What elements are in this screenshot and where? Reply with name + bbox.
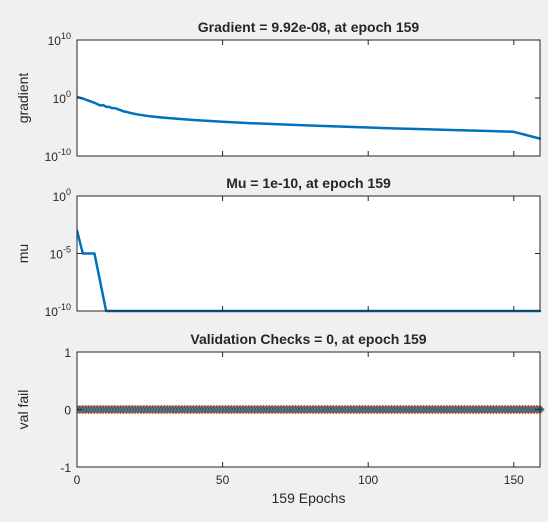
y-tick-base: -1 [60, 461, 71, 475]
plot-area [77, 196, 540, 311]
y-tick-base: 10 [45, 305, 59, 319]
y-axis-label: val fail [15, 390, 31, 430]
y-tick-base: 1 [64, 346, 71, 360]
data-layer [77, 95, 542, 140]
x-tick-label: 50 [216, 473, 230, 487]
panel-title: Mu = 1e-10, at epoch 159 [226, 175, 391, 191]
y-tick-exponent: -5 [63, 245, 71, 255]
y-tick-label: -1 [60, 461, 71, 475]
x-tick-label: 100 [358, 473, 378, 487]
x-axis-label: 159 Epochs [272, 490, 346, 506]
y-tick-base: 10 [53, 190, 67, 204]
y-tick-exponent: -10 [58, 147, 71, 157]
x-tick-label: 0 [74, 473, 81, 487]
y-tick-base: 10 [45, 150, 59, 164]
panel-title: Validation Checks = 0, at epoch 159 [190, 331, 426, 347]
y-tick-base: 10 [50, 248, 64, 262]
y-tick-base: 10 [53, 92, 67, 106]
y-tick-label: 1010 [48, 31, 71, 48]
data-layer [77, 404, 545, 415]
y-tick-exponent: 0 [66, 187, 71, 197]
y-tick-label: 10-5 [50, 245, 71, 262]
x-tick-label: 150 [504, 473, 524, 487]
y-tick-label: 100 [53, 187, 71, 204]
y-axis-label: gradient [15, 73, 31, 124]
y-tick-exponent: 10 [61, 31, 71, 41]
y-tick-label: 10-10 [45, 302, 71, 319]
panel-title: Gradient = 9.92e-08, at epoch 159 [198, 19, 420, 35]
plot-area [77, 40, 540, 156]
y-tick-label: 10-10 [45, 147, 71, 164]
y-tick-label: 1 [64, 346, 71, 360]
y-tick-exponent: 0 [66, 89, 71, 99]
y-tick-exponent: -10 [58, 302, 71, 312]
y-tick-base: 0 [64, 404, 71, 418]
y-axis-label: mu [15, 244, 31, 263]
series-line-1 [77, 95, 542, 140]
y-tick-label: 100 [53, 89, 71, 106]
y-tick-label: 0 [64, 404, 71, 418]
y-tick-base: 10 [48, 34, 62, 48]
